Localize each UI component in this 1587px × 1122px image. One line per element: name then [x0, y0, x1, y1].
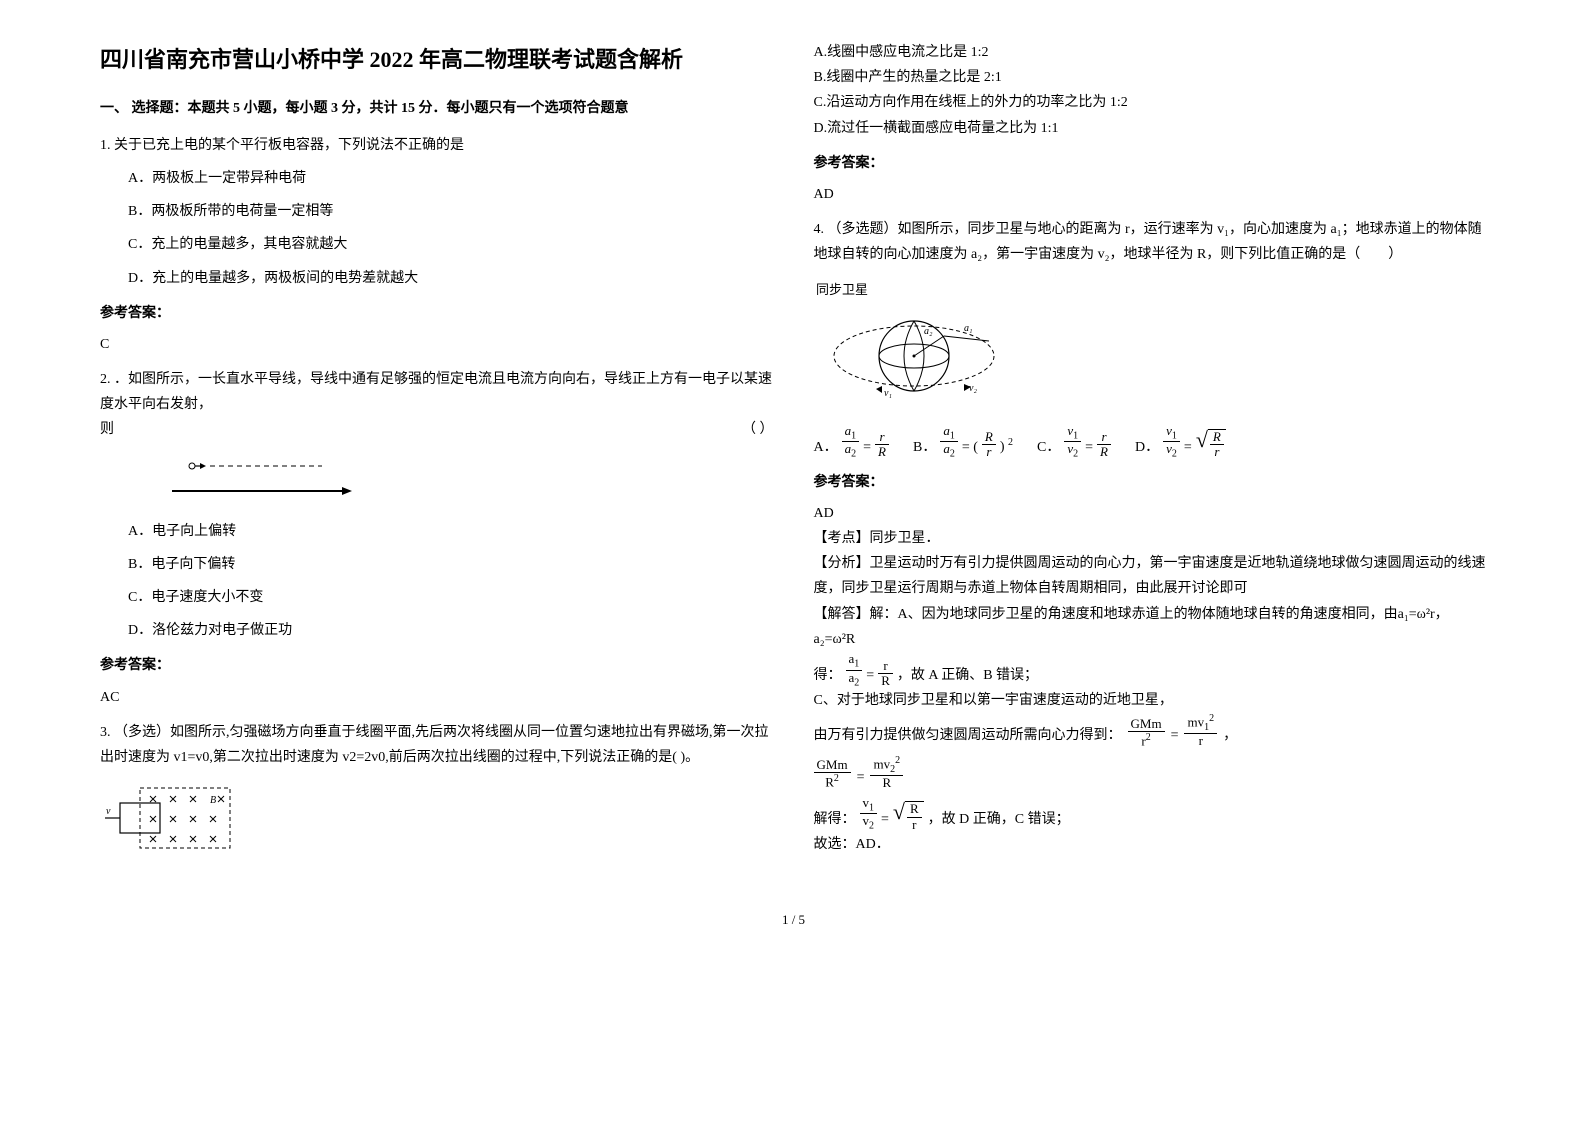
q3-figure: v B	[100, 778, 774, 858]
svg-text:a₂: a₂	[924, 326, 933, 337]
q3-ref-head: 参考答案：	[814, 151, 1488, 176]
q4-answer: AD	[814, 501, 1488, 526]
svg-text:a₁: a₁	[964, 323, 972, 334]
svg-text:v₂: v₂	[969, 383, 977, 394]
q4-jieda-b: 得： a1a2 = rR ，故 A 正确、B 错误；	[814, 652, 1488, 688]
q4-fenxi: 【分析】卫星运动时万有引力提供圆周运动的向心力，第一宇宙速度是近地轨道绕地球做匀…	[814, 551, 1488, 601]
q2-answer: AC	[100, 685, 774, 710]
q1-opt-c: C．充上的电量越多，其电容就越大	[128, 232, 774, 257]
q3-opt-b: B.线圈中产生的热量之比是 2:1	[814, 65, 1488, 90]
svg-text:v₁: v₁	[884, 388, 892, 399]
svg-text:B: B	[210, 795, 216, 806]
q4-jieda-d2: GMmR2 = mv22R	[814, 755, 1488, 790]
q1-opt-a: A．两极板上一定带异种电荷	[128, 166, 774, 191]
q4-jieda-a: 【解答】解：A、因为地球同步卫星的角速度和地球赤道上的物体随地球自转的角速度相同…	[814, 602, 1488, 652]
q4-opt-b: B． a1a2 = ( Rr ) 2	[913, 424, 1013, 460]
q4-opt-c: C． v1v2 = rR	[1037, 424, 1111, 460]
q4-opt-a: A． a1a2 = rR	[814, 424, 889, 460]
page-title: 四川省南充市营山小桥中学 2022 年高二物理联考试题含解析	[100, 40, 774, 80]
q2-stem-b: 则	[100, 417, 114, 442]
q4-opt-d: D． v1v2 = √Rr	[1135, 424, 1226, 460]
q2-opt-c: C．电子速度大小不变	[128, 585, 774, 610]
question-1: 1. 关于已充上电的某个平行板电容器，下列说法不正确的是 A．两极板上一定带异种…	[100, 133, 774, 291]
q2-figure	[142, 451, 774, 511]
q2-stem-a: 2. ．如图所示，一长直水平导线，导线中通有足够强的恒定电流且电流方向向右，导线…	[100, 367, 774, 417]
q2-opt-d: D．洛伦兹力对电子做正功	[128, 618, 774, 643]
q4-jieda-d: 由万有引力提供做匀速圆周运动所需向心力得到： GMmr2 = mv12r ，	[814, 713, 1488, 748]
q1-stem: 1. 关于已充上电的某个平行板电容器，下列说法不正确的是	[100, 133, 774, 158]
q3-opt-d: D.流过任一横截面感应电荷量之比为 1:1	[814, 116, 1488, 141]
q1-ref-head: 参考答案：	[100, 301, 774, 326]
page-footer: 1 / 5	[100, 908, 1487, 931]
q2-opt-b: B．电子向下偏转	[128, 552, 774, 577]
svg-text:同步卫星: 同步卫星	[816, 282, 868, 297]
q4-kaodian: 【考点】同步卫星．	[814, 526, 1488, 551]
question-4: 4. （多选题）如图所示，同步卫星与地心的距离为 r，运行速率为 v₁，向心加速…	[814, 217, 1488, 460]
section-a-head: 一、 选择题：本题共 5 小题，每小题 3 分，共计 15 分．每小题只有一个选…	[100, 96, 774, 121]
q4-jieda-e: 解得： v1v2 = √Rr ，故 D 正确，C 错误；	[814, 796, 1488, 832]
q3-stem: 3. （多选）如图所示,匀强磁场方向垂直于线圈平面,先后两次将线圈从同一位置匀速…	[100, 720, 774, 770]
q2-paren: （ ）	[742, 417, 774, 442]
q1-opt-b: B．两极板所带的电荷量一定相等	[128, 199, 774, 224]
q4-stem: 4. （多选题）如图所示，同步卫星与地心的距离为 r，运行速率为 v₁，向心加速…	[814, 217, 1488, 267]
svg-text:v: v	[106, 806, 111, 817]
q2-ref-head: 参考答案：	[100, 653, 774, 678]
q3-opt-a: A.线圈中感应电流之比是 1:2	[814, 40, 1488, 65]
q4-jieda-f: 故选：AD．	[814, 832, 1488, 857]
q1-opt-d: D．充上的电量越多，两极板间的电势差就越大	[128, 266, 774, 291]
question-3: 3. （多选）如图所示,匀强磁场方向垂直于线圈平面,先后两次将线圈从同一位置匀速…	[100, 720, 774, 858]
q1-answer: C	[100, 332, 774, 357]
q4-ref-head: 参考答案：	[814, 470, 1488, 495]
q4-jieda-c: C、对于地球同步卫星和以第一宇宙速度运动的近地卫星，	[814, 688, 1488, 713]
q4-figure: 同步卫星 a₂ a₁ v₁ v₂	[814, 276, 1488, 416]
q3-answer: AD	[814, 182, 1488, 207]
question-2: 2. ．如图所示，一长直水平导线，导线中通有足够强的恒定电流且电流方向向右，导线…	[100, 367, 774, 643]
q4-options: A． a1a2 = rR B． a1a2 = ( Rr ) 2 C． v1v2 …	[814, 424, 1488, 460]
q3-opt-c: C.沿运动方向作用在线框上的外力的功率之比为 1:2	[814, 90, 1488, 115]
q2-opt-a: A．电子向上偏转	[128, 519, 774, 544]
